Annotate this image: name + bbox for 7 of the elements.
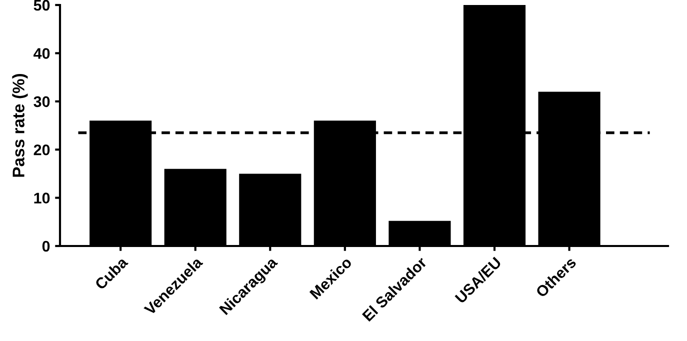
y-tick-label: 40 xyxy=(34,48,50,59)
y-tick-label: 30 xyxy=(34,96,50,108)
y-axis-title: Pass rate (%) xyxy=(12,74,28,177)
y-tick-label: 50 xyxy=(34,0,50,11)
y-tick-label: 20 xyxy=(34,144,50,156)
y-tick-label: 10 xyxy=(34,192,50,204)
y-tick-label: 0 xyxy=(42,240,50,252)
